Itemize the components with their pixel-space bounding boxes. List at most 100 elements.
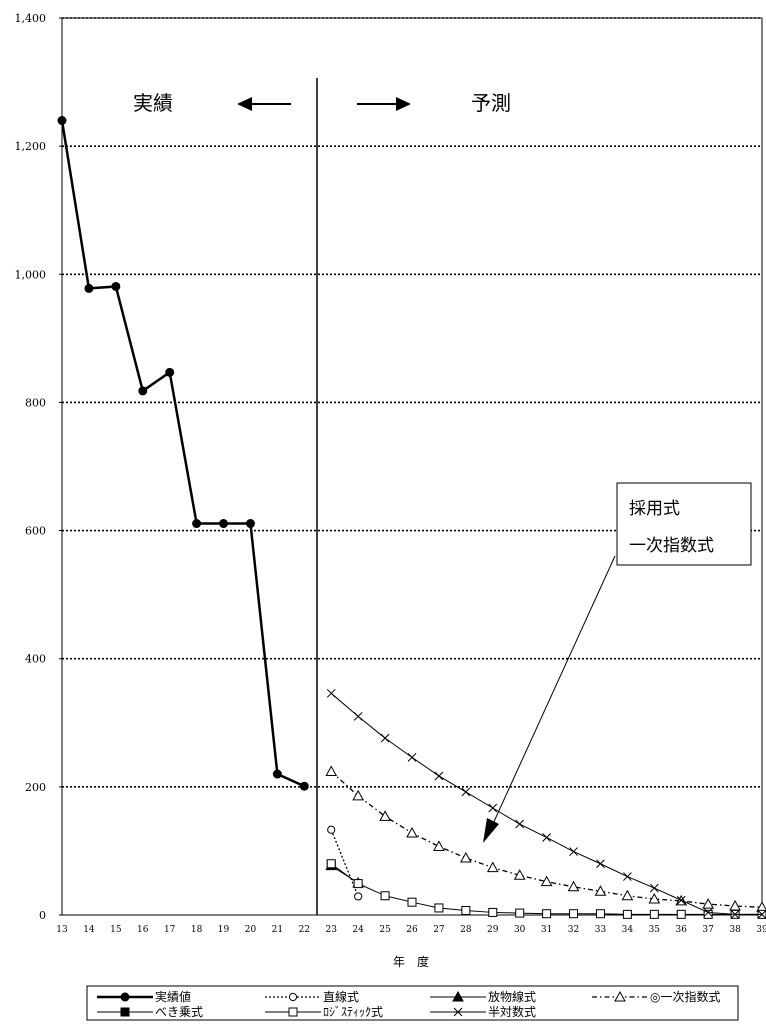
data-point: [596, 859, 605, 869]
data-point: [515, 908, 525, 918]
x-tick-label: 31: [541, 925, 552, 935]
legend-label: べき乗式: [155, 1005, 203, 1019]
data-point: [459, 851, 472, 863]
legend-item: 実績値: [97, 989, 191, 1004]
legend-item: べき乗式: [97, 1005, 203, 1019]
legend-label: ◎一次指数式: [650, 989, 720, 1004]
arrow-right-icon: [357, 97, 411, 111]
legend-swatch-marker: [452, 990, 464, 1002]
data-point: [461, 787, 471, 797]
data-point: [353, 879, 363, 889]
data-point: [379, 810, 391, 821]
legend-label: 放物線式: [488, 989, 536, 1004]
data-point: [488, 907, 498, 917]
x-tick-label: 18: [191, 925, 203, 935]
legend-item: ◎一次指数式: [592, 989, 720, 1004]
data-point: [57, 116, 67, 126]
data-point: [488, 803, 498, 813]
annotation-line2: 一次指数式: [629, 536, 714, 556]
x-tick-label: 29: [487, 925, 499, 935]
x-tick-label: 22: [299, 925, 310, 935]
x-tick-label: 20: [245, 925, 257, 935]
x-tick-label: 28: [460, 925, 472, 935]
data-point: [757, 910, 766, 919]
y-tick-label: 1,400: [15, 12, 47, 25]
data-point: [245, 519, 255, 529]
x-tick-label: 24: [352, 925, 364, 935]
plot-area: [61, 17, 763, 916]
legend-label: 直線式: [323, 989, 359, 1004]
series-0: [57, 116, 309, 791]
x-tick-label: 30: [514, 925, 526, 935]
data-point: [621, 889, 634, 901]
data-point: [407, 897, 417, 907]
data-point: [648, 892, 661, 904]
data-point: [622, 909, 632, 919]
x-tick-label: 37: [702, 925, 714, 935]
x-tick-label: 32: [568, 925, 579, 935]
legend-label: 実績値: [155, 989, 191, 1004]
grid-lines: [62, 17, 762, 788]
x-tick-label: 33: [595, 925, 607, 935]
series-6: [326, 688, 766, 919]
data-point: [353, 712, 363, 721]
annotation-callout: 採用式 一次指数式: [483, 482, 752, 843]
legend-swatch-marker: [453, 1007, 463, 1017]
x-tick-label: 13: [56, 925, 68, 935]
y-tick-labels: 0 200 400 600 800 1,000 1,200 1,400: [15, 12, 62, 922]
legend-label: ﾛｼﾞｽﾃｨｯｸ式: [323, 1005, 383, 1019]
data-point: [730, 910, 740, 919]
legend-swatch-marker: [120, 1007, 130, 1017]
data-point: [569, 847, 578, 856]
legend-item: 半対数式: [430, 1004, 536, 1019]
data-point: [111, 281, 121, 291]
data-point: [703, 908, 713, 917]
series-line: [60, 120, 305, 788]
series-3: [325, 765, 766, 912]
region-label-forecast: 予測: [471, 91, 511, 115]
x-tick-label: 17: [164, 925, 176, 935]
data-point: [515, 819, 525, 829]
data-point: [407, 753, 417, 762]
data-point: [567, 880, 580, 892]
data-point: [272, 769, 282, 779]
annotation-pointer: [491, 555, 616, 827]
data-point: [542, 833, 551, 842]
legend-box: [86, 985, 739, 1021]
legend-item: 直線式: [265, 989, 359, 1004]
y-tick-label: 400: [25, 653, 46, 666]
x-tick-label: 15: [110, 925, 122, 935]
data-point: [380, 733, 390, 743]
data-point: [138, 386, 148, 396]
data-point: [406, 826, 418, 838]
series-5: [326, 859, 766, 919]
annotation-line1: 採用式: [629, 499, 680, 519]
x-tick-label: 16: [137, 925, 149, 935]
x-tick-label: 36: [676, 925, 688, 935]
y-tick-label: 0: [39, 909, 46, 922]
x-tick-label: 39: [756, 925, 766, 935]
legend-swatch-marker: [120, 992, 130, 1002]
data-point: [165, 367, 175, 377]
data-point: [676, 895, 686, 905]
x-tick-label: 26: [406, 925, 418, 935]
data-point: [703, 909, 713, 919]
y-tick-label: 800: [25, 396, 46, 409]
x-tick-label: 14: [83, 925, 95, 935]
region-label-past: 実績: [133, 91, 173, 115]
data-point: [354, 892, 363, 901]
legend-swatch-marker: [288, 1007, 298, 1017]
data-point: [434, 903, 444, 913]
series-layer: [57, 116, 766, 919]
legend-label: 半対数式: [488, 1004, 536, 1019]
legend-item: ﾛｼﾞｽﾃｨｯｸ式: [265, 1005, 383, 1019]
x-tick-label: 34: [622, 925, 634, 935]
annotation-box: [616, 482, 752, 566]
x-tick-label: 38: [729, 925, 741, 935]
legend-swatch-marker: [614, 990, 626, 1002]
data-point: [676, 909, 686, 919]
data-point: [326, 688, 336, 698]
data-point: [513, 869, 526, 880]
y-tick-label: 200: [25, 781, 46, 794]
